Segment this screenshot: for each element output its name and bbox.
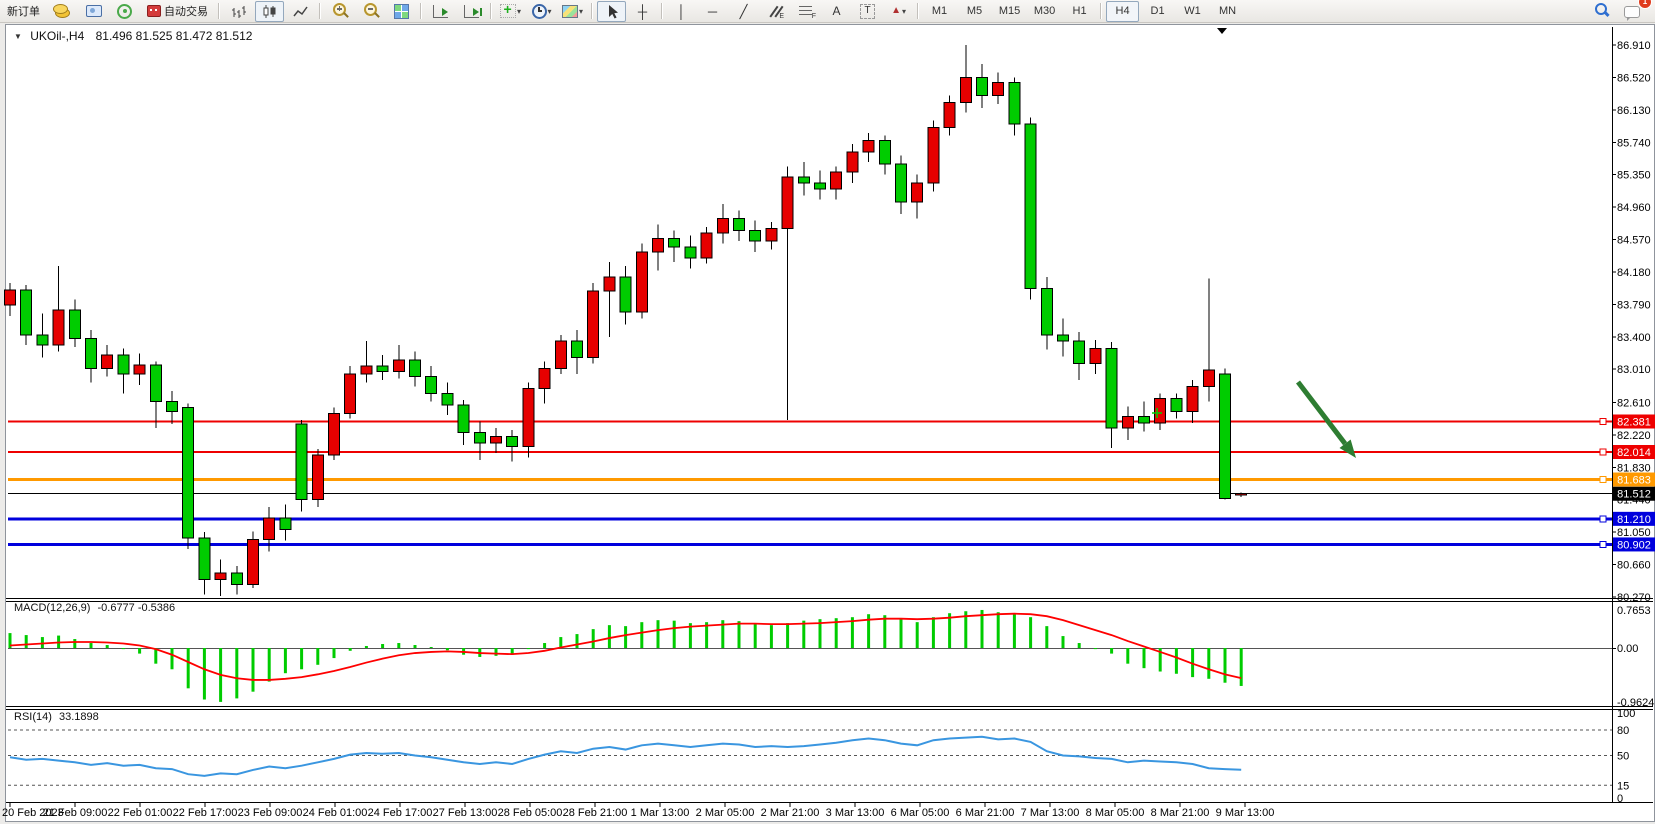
rsi-name: RSI(14) [14, 711, 52, 723]
tile-windows-icon[interactable] [387, 1, 416, 22]
line-chart-icon[interactable] [286, 1, 315, 22]
candlestick-chart-icon[interactable] [255, 0, 284, 22]
chat-icon[interactable]: 1 [1617, 0, 1652, 22]
arrows-shapes-icon[interactable]: ▲ ▾ [891, 5, 906, 16]
text-icon[interactable]: A [832, 4, 841, 18]
search-icon[interactable] [1586, 1, 1615, 22]
chart-window[interactable] [5, 24, 1655, 822]
separator [490, 3, 492, 19]
timeframe-button-H4[interactable]: H4 [1106, 0, 1140, 22]
collapse-icon[interactable]: ▼ [14, 32, 22, 41]
separator [420, 3, 422, 19]
chart-shift-icon[interactable] [457, 1, 486, 22]
text-label-icon[interactable]: T [853, 1, 882, 22]
trendline-icon[interactable]: ╱ [739, 3, 748, 19]
rsi-value: 33.1898 [58, 711, 99, 723]
zoom-out-icon[interactable] [356, 1, 385, 22]
chart-title: ▼ UKOil-,H4 81.496 81.525 81.472 81.512 [14, 29, 252, 43]
add-indicator-icon[interactable]: ▾ [496, 1, 525, 22]
vertical-line-icon[interactable]: │ [677, 3, 686, 19]
notification-badge: 1 [1638, 0, 1652, 9]
timeframe-button-M15[interactable]: M15 [998, 5, 1021, 17]
separator [218, 3, 220, 19]
auto-trading-label: 自动交易 [164, 6, 208, 18]
signals-icon[interactable] [110, 1, 139, 22]
timeframe-button-W1[interactable]: W1 [1184, 5, 1201, 17]
robot-icon [147, 5, 161, 17]
symbol-period-label: UKOil-,H4 [30, 29, 85, 43]
new-order-button[interactable]: 新订单 [7, 6, 40, 18]
horizontal-line-icon[interactable]: ─ [707, 3, 718, 19]
rsi-label: RSI(14) 33.1898 [14, 711, 99, 723]
equidistant-channel-icon[interactable]: E [760, 1, 789, 22]
bar-chart-icon[interactable] [224, 1, 253, 22]
terminal-icon[interactable] [79, 1, 108, 22]
auto-trading-button[interactable]: 自动交易 [141, 1, 214, 22]
toolbar: 新订单 自动交易 ▾ ▾ ▾ [0, 0, 1655, 23]
chevron-down-icon: ▾ [547, 6, 552, 16]
chevron-down-icon: ▾ [517, 6, 522, 16]
fibonacci-icon[interactable]: F [791, 1, 820, 22]
timeframe-group: M1 M5 M15 M30 H1 H4 D1 W1 MN [922, 0, 1245, 22]
timeframe-button-M5[interactable]: M5 [966, 5, 983, 17]
template-icon[interactable]: ▾ [558, 1, 587, 22]
chevron-down-icon: ▾ [579, 6, 584, 16]
ohlc-values: 81.496 81.525 81.472 81.512 [95, 29, 253, 43]
timeframe-button-M30[interactable]: M30 [1033, 5, 1056, 17]
auto-scroll-icon[interactable] [426, 1, 455, 22]
timeframe-button-MN[interactable]: MN [1218, 5, 1237, 17]
separator [591, 3, 594, 19]
period-clock-icon[interactable]: ▾ [527, 1, 556, 22]
cursor-icon[interactable] [597, 0, 627, 22]
separator [1100, 3, 1103, 19]
zoom-in-icon[interactable] [325, 1, 354, 22]
timeframe-button-D1[interactable]: D1 [1150, 5, 1165, 17]
separator [319, 3, 321, 19]
separator [917, 3, 920, 19]
timeframe-button-H1[interactable]: H1 [1072, 5, 1087, 17]
macd-values: -0.6777 -0.5386 [97, 602, 176, 614]
macd-name: MACD(12,26,9) [14, 602, 91, 614]
crosshair-icon[interactable]: ┼ [637, 3, 648, 19]
deposit-coins-icon[interactable] [48, 1, 77, 22]
separator [661, 3, 664, 19]
timeframe-button-M1[interactable]: M1 [931, 5, 948, 17]
macd-label: MACD(12,26,9) -0.6777 -0.5386 [14, 602, 175, 614]
chevron-down-icon: ▾ [901, 6, 906, 16]
